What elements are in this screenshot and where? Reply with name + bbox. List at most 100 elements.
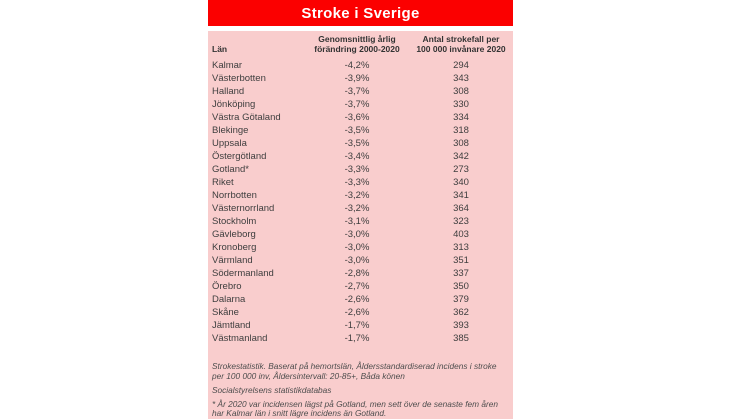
table-row: Västmanland -1,7% 385 — [208, 332, 513, 345]
cell-change: -3,2% — [344, 203, 370, 214]
table-row: Jönköping -3,7% 330 — [208, 98, 513, 111]
cell-lan: Västra Götaland — [212, 112, 281, 123]
cell-lan: Stockholm — [212, 216, 257, 227]
cell-cases: 342 — [453, 151, 469, 162]
table-row: Kronoberg -3,0% 313 — [208, 241, 513, 254]
cell-cases: 403 — [453, 229, 469, 240]
cell-cases: 273 — [453, 164, 469, 175]
column-header-lan: Län — [212, 44, 228, 54]
cell-lan: Kronoberg — [212, 242, 257, 253]
table-row: Västernorrland -3,2% 364 — [208, 202, 513, 215]
cell-change: -3,0% — [344, 242, 370, 253]
cell-change: -3,0% — [344, 229, 370, 240]
cell-cases: 379 — [453, 294, 469, 305]
cell-change: -3,7% — [344, 86, 370, 97]
cell-cases: 340 — [453, 177, 469, 188]
table-row: Östergötland -3,4% 342 — [208, 150, 513, 163]
cell-change: -3,3% — [344, 177, 370, 188]
table-row: Södermanland -2,8% 337 — [208, 267, 513, 280]
cell-cases: 318 — [453, 125, 469, 136]
cell-lan: Riket — [212, 177, 234, 188]
table-row: Halland -3,7% 308 — [208, 85, 513, 98]
cell-cases: 343 — [453, 73, 469, 84]
cell-change: -3,6% — [344, 112, 370, 123]
column-header-cases-line1: Antal strokefall per — [422, 34, 500, 44]
table-row: Gävleborg -3,0% 403 — [208, 228, 513, 241]
table-row: Jämtland -1,7% 393 — [208, 319, 513, 332]
cell-lan: Gävleborg — [212, 229, 256, 240]
cell-change: -3,0% — [344, 255, 370, 266]
cell-lan: Blekinge — [212, 125, 249, 136]
cell-change: -1,7% — [344, 333, 370, 344]
column-header-cases: Antal strokefall per 100 000 invånare 20… — [411, 34, 511, 54]
cell-cases: 313 — [453, 242, 469, 253]
cell-cases: 308 — [453, 138, 469, 149]
cell-lan: Halland — [212, 86, 245, 97]
cell-change: -3,5% — [344, 125, 370, 136]
cell-cases: 351 — [453, 255, 469, 266]
table-header-row: Län Genomsnittlig årlig förändring 2000-… — [208, 31, 513, 54]
cell-cases: 294 — [453, 60, 469, 71]
cell-change: -3,5% — [344, 138, 370, 149]
table-row: Norrbotten -3,2% 341 — [208, 189, 513, 202]
cell-cases: 337 — [453, 268, 469, 279]
cell-change: -2,6% — [344, 294, 370, 305]
cell-lan: Västerbotten — [212, 73, 266, 84]
cell-lan: Skåne — [212, 307, 239, 318]
footnote-asterisk-note: * År 2020 var incidensen lägst på Gotlan… — [212, 398, 498, 418]
cell-lan: Jämtland — [212, 320, 251, 331]
table-row: Skåne -2,6% 362 — [208, 306, 513, 319]
table-row: Västerbotten -3,9% 343 — [208, 72, 513, 85]
table-row: Blekinge -3,5% 318 — [208, 124, 513, 137]
table-body-panel: Län Genomsnittlig årlig förändring 2000-… — [208, 31, 513, 419]
stroke-statistics-panel: Stroke i Sverige Län Genomsnittlig årlig… — [208, 0, 513, 419]
cell-lan: Västernorrland — [212, 203, 275, 214]
cell-lan: Dalarna — [212, 294, 246, 305]
cell-lan: Kalmar — [212, 60, 243, 71]
cell-change: -3,7% — [344, 99, 370, 110]
cell-lan: Värmland — [212, 255, 253, 266]
cell-lan: Västmanland — [212, 333, 268, 344]
cell-cases: 341 — [453, 190, 469, 201]
column-header-change: Genomsnittlig årlig förändring 2000-2020 — [303, 34, 411, 54]
cell-cases: 308 — [453, 86, 469, 97]
column-header-cases-line2: 100 000 invånare 2020 — [416, 44, 506, 54]
table-row: Värmland -3,0% 351 — [208, 254, 513, 267]
cell-lan: Östergötland — [212, 151, 267, 162]
cell-change: -3,9% — [344, 73, 370, 84]
cell-cases: 385 — [453, 333, 469, 344]
cell-change: -1,7% — [344, 320, 370, 331]
cell-cases: 364 — [453, 203, 469, 214]
footnote-source-database: Socialstyrelsens statistikdatabas — [212, 384, 332, 395]
cell-change: -4,2% — [344, 60, 370, 71]
cell-change: -3,1% — [344, 216, 370, 227]
cell-change: -2,8% — [344, 268, 370, 279]
cell-lan: Jönköping — [212, 99, 256, 110]
page-title: Stroke i Sverige — [301, 4, 420, 22]
cell-change: -2,6% — [344, 307, 370, 318]
cell-change: -3,4% — [344, 151, 370, 162]
column-header-change-line2: förändring 2000-2020 — [314, 44, 400, 54]
cell-change: -3,3% — [344, 164, 370, 175]
cell-cases: 330 — [453, 99, 469, 110]
cell-cases: 323 — [453, 216, 469, 227]
cell-change: -2,7% — [344, 281, 370, 292]
cell-lan: Norrbotten — [212, 190, 257, 201]
table-rows: Kalmar -4,2% 294 Västerbotten -3,9% 343 … — [208, 59, 513, 345]
footnotes-block: Strokestatistik. Baserat på hemortslän, … — [208, 361, 513, 419]
table-title-bar: Stroke i Sverige — [208, 0, 513, 26]
cell-cases: 334 — [453, 112, 469, 123]
cell-lan: Södermanland — [212, 268, 274, 279]
cell-cases: 393 — [453, 320, 469, 331]
table-row: Dalarna -2,6% 379 — [208, 293, 513, 306]
cell-lan: Uppsala — [212, 138, 247, 149]
table-row: Västra Götaland -3,6% 334 — [208, 111, 513, 124]
table-row: Gotland* -3,3% 273 — [208, 163, 513, 176]
table-row: Örebro -2,7% 350 — [208, 280, 513, 293]
column-header-change-line1: Genomsnittlig årlig — [318, 34, 396, 44]
cell-cases: 362 — [453, 307, 469, 318]
cell-lan: Gotland* — [212, 164, 249, 175]
footnote-source-description: Strokestatistik. Baserat på hemortslän, … — [212, 361, 497, 381]
cell-change: -3,2% — [344, 190, 370, 201]
